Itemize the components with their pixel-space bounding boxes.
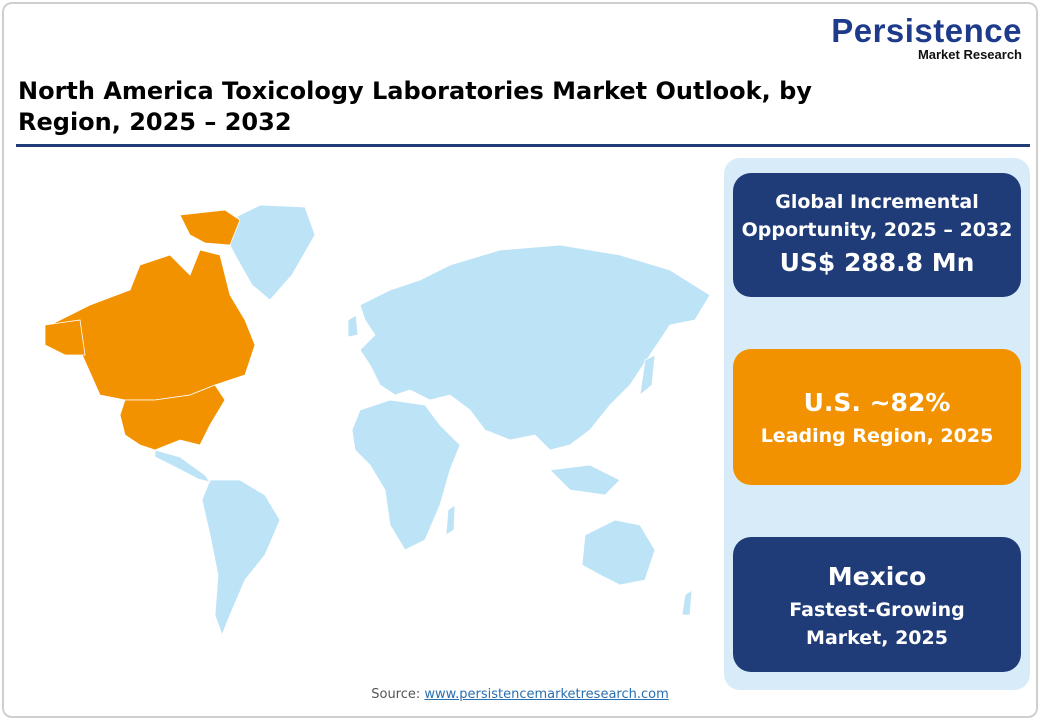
central-america [154, 449, 211, 483]
north-america-highlight [44, 209, 256, 451]
card-label: Global Incremental Opportunity, 2025 – 2… [741, 191, 1013, 241]
madagascar [445, 504, 456, 536]
card-label: Leading Region, 2025 [760, 425, 994, 447]
japan [639, 354, 656, 396]
africa [351, 399, 461, 551]
world-map [44, 204, 711, 637]
card-value: U.S. ~82% [803, 388, 951, 417]
title-divider [16, 144, 1030, 147]
southeast-asia [549, 464, 621, 496]
card-label: Fastest-Growing Market, 2025 [789, 598, 965, 649]
uk [347, 314, 359, 338]
canada [49, 249, 256, 401]
usa [119, 384, 226, 451]
logo-name: Persistence [831, 12, 1022, 49]
nz [681, 589, 693, 616]
source-line: Source: www.persistencemarketresearch.co… [0, 687, 1040, 702]
source-label: Source: [371, 687, 421, 702]
alaska [44, 319, 86, 356]
logo-tagline: Market Research [917, 47, 1022, 62]
incremental-opportunity-card: Global Incremental Opportunity, 2025 – 2… [733, 173, 1021, 297]
fastest-growing-card: Mexico Fastest-Growing Market, 2025 [733, 537, 1021, 672]
card-value: Mexico [827, 561, 927, 591]
greenland [219, 204, 316, 301]
source-link[interactable]: www.persistencemarketresearch.com [424, 687, 669, 702]
leading-region-card: U.S. ~82% Leading Region, 2025 [733, 349, 1021, 485]
card-value: US$ 288.8 Mn [779, 248, 975, 277]
europe-asia [359, 244, 711, 451]
page-title: North America Toxicology Laboratories Ma… [18, 77, 812, 136]
south-america [201, 479, 281, 637]
arctic-islands [179, 209, 241, 246]
logo: Persistence Market Research [831, 14, 1022, 62]
australia [581, 519, 656, 586]
